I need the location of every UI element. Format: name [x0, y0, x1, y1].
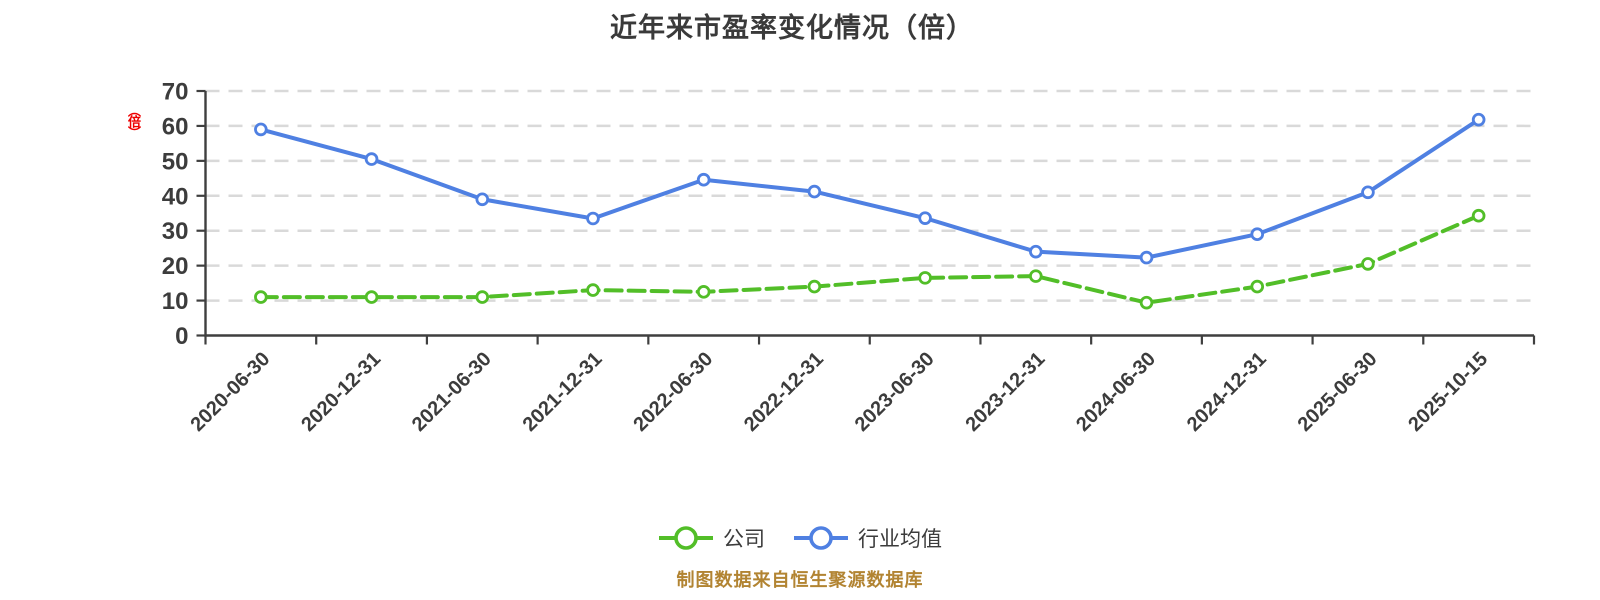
y-tick-label: 10: [162, 288, 189, 315]
y-tick-label: 20: [162, 253, 189, 280]
x-tick-label: 2022-06-30: [629, 348, 717, 436]
legend-item-industry-average[interactable]: 行业均值: [793, 523, 942, 553]
x-tick-label: 2024-12-31: [1183, 348, 1271, 436]
data-point-0-9[interactable]: [1250, 279, 1265, 294]
chart-title: 近年来市盈率变化情况（倍）: [610, 13, 974, 43]
data-point-0-1[interactable]: [364, 290, 379, 304]
legend: 公司 行业均值: [0, 518, 1600, 558]
y-axis-unit-label: （倍）: [126, 104, 141, 137]
x-tick-label: 2025-06-30: [1294, 348, 1382, 436]
data-point-1-9[interactable]: [1250, 227, 1265, 242]
x-tick-label: 2023-12-31: [961, 348, 1049, 436]
series-line-0: [258, 213, 1481, 305]
y-tick-label: 60: [162, 113, 189, 140]
data-source-note: 制图数据来自恒生聚源数据库: [676, 570, 924, 590]
data-point-0-2[interactable]: [475, 290, 490, 304]
y-tick-label: 50: [162, 148, 189, 175]
x-tick-label: 2021-12-31: [519, 348, 607, 436]
data-point-1-8[interactable]: [1139, 250, 1154, 265]
data-point-1-6[interactable]: [918, 211, 932, 225]
data-point-1-4[interactable]: [696, 172, 711, 187]
y-tick-label: 0: [175, 323, 188, 350]
x-tick-label: 2025-10-15: [1404, 348, 1492, 436]
data-point-1-2[interactable]: [475, 192, 490, 207]
industry-average-series-marker-icon: [794, 526, 848, 550]
legend-item-company[interactable]: 公司: [658, 523, 765, 553]
data-point-0-0[interactable]: [254, 290, 268, 304]
series-line-1: [258, 117, 1481, 260]
legend-label-company: 公司: [723, 528, 765, 551]
data-point-0-6[interactable]: [918, 271, 932, 285]
x-tick-label: 2020-06-30: [186, 348, 274, 436]
x-tick-label: 2022-12-31: [740, 348, 828, 436]
data-point-1-10[interactable]: [1361, 185, 1375, 200]
data-point-1-1[interactable]: [364, 152, 379, 166]
data-point-0-7[interactable]: [1029, 269, 1043, 283]
data-point-1-0[interactable]: [254, 122, 268, 137]
data-point-1-7[interactable]: [1029, 244, 1043, 259]
legend-label-industry-average: 行业均值: [858, 528, 942, 551]
x-tick-label: 2020-12-31: [297, 348, 385, 436]
data-point-0-8[interactable]: [1139, 295, 1154, 310]
data-point-0-3[interactable]: [586, 283, 600, 297]
data-point-0-5[interactable]: [807, 279, 822, 294]
data-point-0-10[interactable]: [1361, 257, 1375, 271]
y-tick-label: 30: [162, 218, 189, 245]
data-point-0-4[interactable]: [696, 285, 711, 299]
y-tick-label: 70: [162, 79, 189, 106]
company-series-marker-icon: [659, 526, 713, 550]
data-point-1-3[interactable]: [586, 211, 600, 226]
x-tick-label: 2021-06-30: [408, 348, 496, 436]
data-point-1-11[interactable]: [1471, 112, 1486, 127]
x-tick-label: 2023-06-30: [851, 348, 939, 436]
data-point-1-5[interactable]: [807, 184, 822, 199]
x-tick-label: 2024-06-30: [1072, 348, 1160, 436]
data-point-0-11[interactable]: [1471, 208, 1486, 223]
y-tick-label: 40: [162, 183, 189, 210]
